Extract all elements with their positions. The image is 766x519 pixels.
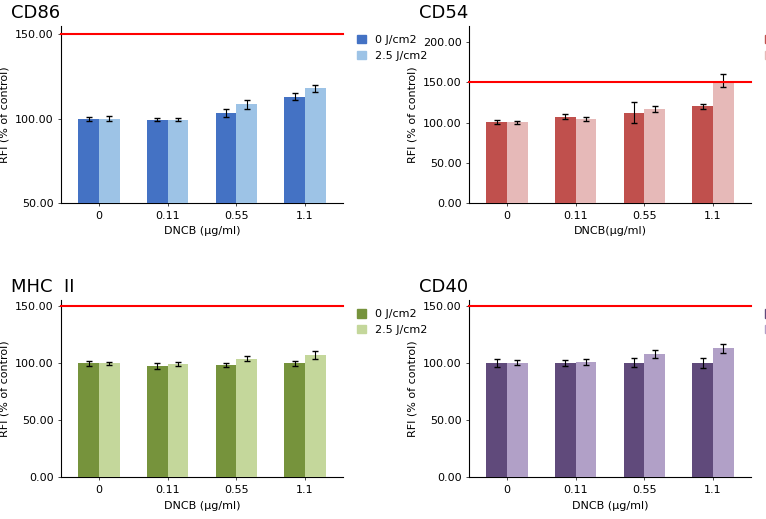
Bar [486, 363, 507, 477]
Bar [147, 366, 168, 477]
Text: MHC  II: MHC II [11, 278, 74, 296]
Bar [305, 355, 326, 477]
Text: CD40: CD40 [419, 278, 468, 296]
Text: CD86: CD86 [11, 4, 60, 22]
Bar [555, 117, 576, 203]
Bar [644, 354, 665, 477]
Bar [99, 119, 119, 288]
Bar [78, 363, 99, 477]
Bar [692, 106, 713, 203]
Bar [555, 363, 576, 477]
Bar [216, 113, 236, 288]
Y-axis label: RFI (% of control): RFI (% of control) [0, 66, 9, 163]
Bar [168, 119, 188, 288]
X-axis label: DNCB (μg/ml): DNCB (μg/ml) [164, 501, 241, 511]
Legend: 0 J/cm2, 2.5 J/cm2: 0 J/cm2, 2.5 J/cm2 [354, 32, 430, 64]
Bar [576, 119, 596, 203]
X-axis label: DNCB (μg/ml): DNCB (μg/ml) [164, 226, 241, 236]
Bar [236, 104, 257, 288]
Bar [147, 119, 168, 288]
Bar [644, 109, 665, 203]
Bar [692, 363, 713, 477]
Bar [236, 359, 257, 477]
Bar [576, 362, 596, 477]
Bar [486, 122, 507, 203]
Bar [713, 348, 734, 477]
Bar [507, 122, 528, 203]
Bar [507, 363, 528, 477]
Bar [216, 365, 236, 477]
Bar [99, 363, 119, 477]
Bar [284, 363, 305, 477]
Text: CD54: CD54 [419, 4, 468, 22]
Legend: 0 J/cm2, 2.5 J/cm2: 0 J/cm2, 2.5 J/cm2 [762, 306, 766, 338]
Bar [168, 364, 188, 477]
Bar [305, 88, 326, 288]
Bar [624, 113, 644, 203]
Bar [78, 119, 99, 288]
X-axis label: DNCB (μg/ml): DNCB (μg/ml) [571, 501, 648, 511]
Legend: 0 J/cm2, 2.5 J/cm2: 0 J/cm2, 2.5 J/cm2 [354, 306, 430, 338]
X-axis label: DNCB(μg/ml): DNCB(μg/ml) [574, 226, 647, 236]
Y-axis label: RFI (% of control): RFI (% of control) [408, 340, 417, 437]
Bar [713, 80, 734, 203]
Bar [284, 97, 305, 288]
Bar [624, 363, 644, 477]
Y-axis label: RFI (% of control): RFI (% of control) [408, 66, 417, 163]
Legend: 0 J/cm2, 2.5 J/cm2: 0 J/cm2, 2.5 J/cm2 [762, 32, 766, 64]
Y-axis label: RFI (% of control): RFI (% of control) [0, 340, 9, 437]
